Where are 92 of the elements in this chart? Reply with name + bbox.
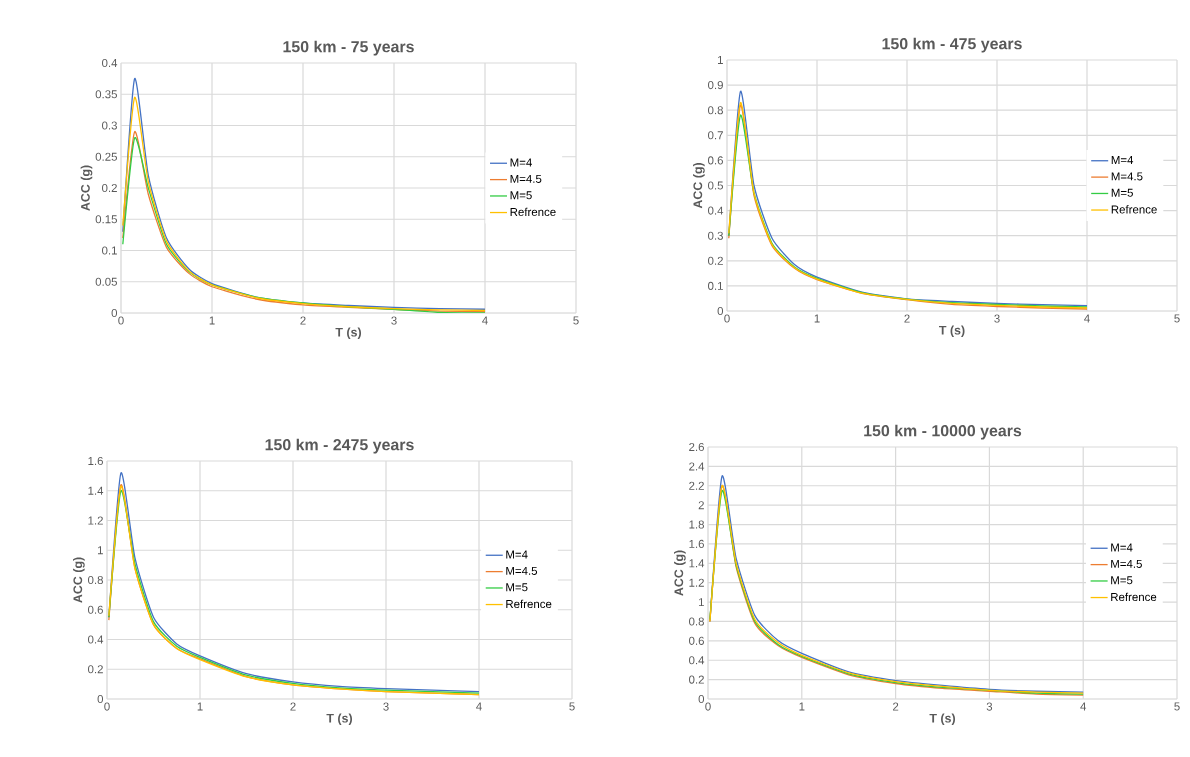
y-tick-label: 0.05	[95, 277, 117, 286]
y-tick-label: 1.6	[689, 539, 704, 548]
y-tick-label: 0.8	[708, 106, 723, 115]
legend-label: M=5	[510, 191, 532, 200]
y-tick-label: 2	[698, 501, 704, 510]
y-tick-label: 0.25	[95, 152, 117, 161]
y-tick-label: 0.1	[102, 246, 117, 255]
x-tick-label: 1	[197, 702, 203, 711]
legend-label: Refrence	[1111, 205, 1157, 214]
x-tick-label: 3	[391, 316, 397, 325]
x-tick-label: 4	[482, 316, 488, 325]
y-tick-label: 2.4	[689, 462, 705, 471]
x-tick-label: 5	[1174, 702, 1180, 711]
legend-label: M=4	[1111, 156, 1134, 164]
x-tick-label: 4	[1080, 702, 1087, 711]
y-axis-title: ACC (g)	[73, 557, 85, 603]
y-tick-label: 0.7	[708, 131, 723, 140]
y-axis-title: ACC (g)	[674, 550, 686, 596]
legend-label: Refrence	[1111, 592, 1157, 602]
y-tick-label: 2.6	[689, 442, 704, 452]
y-tick-label: 1.2	[88, 516, 103, 525]
legend-label: M=4.5	[510, 174, 542, 183]
x-tick-label: 0	[724, 314, 730, 323]
legend-label: M=4	[506, 550, 528, 559]
x-tick-label: 1	[814, 314, 820, 323]
y-tick-label: 0.8	[88, 575, 103, 585]
legend-label: M=4	[510, 158, 532, 167]
legend-label: Refrence	[506, 599, 552, 609]
y-tick-label: 0.2	[689, 675, 704, 684]
legend-label: M=5	[1111, 576, 1133, 585]
y-tick-label: 0.5	[708, 181, 724, 190]
y-tick-label: 0.2	[88, 665, 103, 674]
y-tick-label: 0.35	[95, 90, 117, 99]
x-tick-label: 2	[893, 702, 899, 711]
x-tick-label: 5	[573, 316, 579, 325]
y-tick-label: 0.15	[95, 215, 117, 224]
x-tick-label: 4	[476, 702, 482, 711]
y-tick-label: 1.4	[689, 559, 705, 568]
y-tick-label: 2.2	[689, 481, 704, 490]
legend-label: Refrence	[510, 207, 556, 217]
y-axis-title: ACC (g)	[80, 165, 93, 211]
y-tick-label: 0.8	[689, 617, 704, 626]
legend-label: M=4.5	[1111, 172, 1143, 181]
y-tick-label: 0.4	[708, 206, 724, 215]
y-tick-label: 1.6	[88, 456, 103, 466]
y-tick-label: 0.6	[88, 605, 103, 614]
y-tick-label: 0.4	[88, 635, 104, 644]
x-tick-label: 5	[569, 702, 575, 711]
x-axis-title: T (s)	[939, 325, 965, 338]
y-tick-label: 0.1	[708, 281, 723, 290]
y-tick-label: 0.6	[689, 636, 704, 645]
y-tick-label: 1	[717, 56, 723, 64]
y-tick-label: 1	[698, 598, 704, 607]
legend-label: M=5	[1111, 188, 1133, 197]
y-tick-label: 1	[97, 546, 103, 555]
x-tick-label: 5	[1174, 314, 1180, 323]
chart-title: 150 km - 475 years	[882, 37, 1022, 53]
y-tick-label: 0.6	[708, 156, 723, 165]
y-tick-label: 0.4	[102, 58, 118, 68]
y-tick-label: 0.9	[708, 81, 723, 90]
x-tick-label: 1	[209, 316, 215, 325]
legend-label: M=4.5	[506, 566, 538, 575]
x-tick-label: 2	[290, 702, 296, 711]
y-axis-title: ACC (g)	[693, 162, 705, 209]
y-tick-label: 0	[698, 694, 705, 704]
x-tick-label: 2	[904, 314, 910, 323]
legend-label: M=4.5	[1111, 559, 1142, 568]
y-tick-label: 1.2	[689, 578, 704, 587]
x-axis-title: T (s)	[335, 327, 362, 340]
y-tick-label: 0.3	[708, 231, 723, 240]
chart-title: 150 km - 75 years	[283, 40, 414, 56]
x-tick-label: 1	[799, 702, 805, 711]
chart-title: 150 km - 10000 years	[864, 424, 1022, 440]
y-tick-label: 0.3	[102, 121, 117, 130]
x-tick-label: 0	[118, 316, 124, 325]
y-tick-label: 0.4	[689, 656, 705, 665]
chart-title: 150 km - 2475 years	[265, 438, 414, 454]
x-axis-title: T (s)	[326, 713, 353, 726]
legend-label: M=5	[506, 583, 528, 592]
x-axis-title: T (s)	[929, 713, 956, 726]
y-tick-label: 1.4	[88, 486, 104, 495]
y-tick-label: 1.8	[689, 520, 704, 529]
x-tick-label: 4	[1084, 314, 1090, 323]
y-tick-label: 0	[717, 306, 724, 316]
y-tick-label: 0.2	[708, 256, 723, 265]
x-tick-label: 3	[383, 702, 389, 711]
x-tick-label: 3	[986, 702, 993, 711]
y-tick-label: 0.2	[102, 183, 117, 193]
x-tick-label: 3	[994, 314, 1000, 323]
y-tick-label: 0	[97, 694, 104, 704]
legend-label: M=4	[1111, 543, 1133, 552]
x-tick-label: 2	[300, 316, 306, 325]
